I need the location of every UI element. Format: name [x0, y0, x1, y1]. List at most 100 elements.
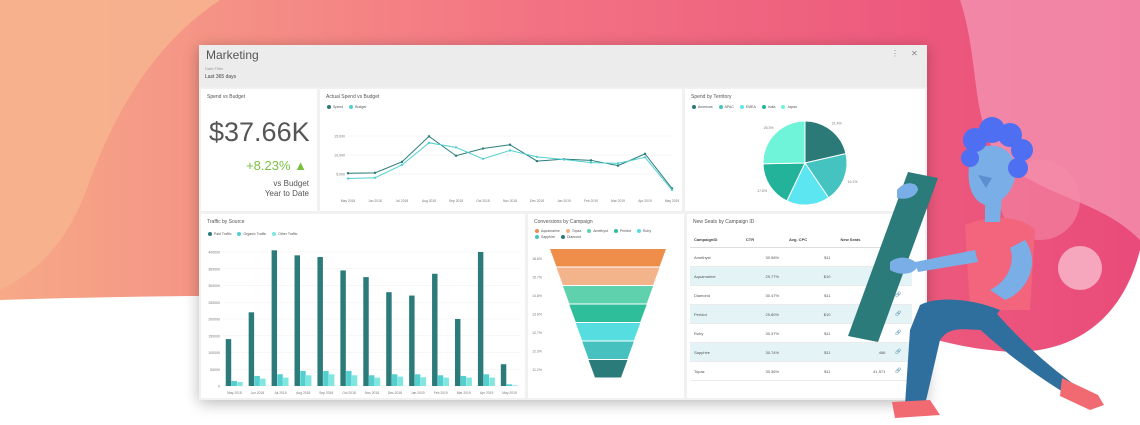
- territory-card: Spend by Territory Americas APAC EMEA In…: [685, 89, 925, 211]
- column-header-campaignid[interactable]: CampaignID: [690, 232, 742, 248]
- column-header-new-seats[interactable]: New Seats: [836, 232, 892, 248]
- data-point: [400, 163, 404, 167]
- card-title: Spend by Territory: [691, 94, 732, 100]
- table-row[interactable]: Topaz 30.36% $11 41,571 🔗: [690, 361, 912, 381]
- x-tick-label: Nov 2018: [503, 199, 517, 203]
- bar-other-traffic: [283, 377, 289, 386]
- chart-legend: Paid Traffic Organic Traffic Other Traff…: [208, 232, 297, 236]
- bar-paid-traffic: [248, 312, 255, 386]
- cell-seats: 466: [836, 342, 892, 362]
- x-tick-label: Jul 2018: [396, 199, 409, 203]
- cell-cpc: $11: [785, 247, 837, 267]
- data-point: [643, 152, 647, 156]
- cell-seats: 41,571: [836, 361, 892, 381]
- data-point: [616, 162, 620, 165]
- bar-chart: 0 50000 100000 150000 200000 250000 300000 3500…: [208, 250, 521, 395]
- table-row[interactable]: Amethyst 30.98% $11 5 🔗: [690, 247, 912, 267]
- x-tick-label: May 2018: [341, 199, 356, 203]
- funnel-segment: [582, 341, 634, 359]
- x-tick-label: May 2019: [665, 199, 680, 203]
- y-tick-label: 5,000: [336, 173, 345, 177]
- chart-legend: Americas APAC EMEA India Japan: [692, 105, 797, 109]
- link-icon[interactable]: 🔗: [891, 361, 912, 381]
- link-icon[interactable]: 🔗: [891, 247, 912, 267]
- data-point: [373, 176, 377, 179]
- kpi-subtitle: vs Budget Year to Date: [264, 179, 309, 198]
- column-header-ctr[interactable]: CTR: [741, 232, 786, 248]
- bar-paid-traffic: [294, 255, 300, 386]
- seats-card: New Seats by Campaign ID CampaignID CTR …: [687, 214, 925, 398]
- bar-paid-traffic: [363, 277, 369, 386]
- data-point: [373, 171, 377, 175]
- pie-slice: [786, 161, 830, 206]
- x-tick-label: Jul 2018: [274, 391, 287, 395]
- bar-other-traffic: [351, 375, 358, 386]
- bar-organic-traffic: [437, 375, 444, 386]
- slice-label: 19.1%: [848, 180, 858, 184]
- funnel-chart: 18.8% 15.7% 14.8% 13.6% 12.7% 12.3% 11.2%: [532, 249, 666, 378]
- funnel-value-label: 15.7%: [532, 275, 542, 279]
- x-tick-label: Feb 2019: [434, 391, 448, 395]
- bar-other-traffic: [374, 377, 381, 386]
- x-tick-label: Jan 2019: [411, 391, 425, 395]
- funnel-value-label: 14.8%: [532, 294, 542, 298]
- link-icon[interactable]: 🔗: [891, 266, 912, 286]
- seats-table: CampaignID CTR Avg. CPC New Seats Amethy…: [690, 232, 912, 381]
- data-point: [589, 161, 593, 164]
- bar-organic-traffic: [506, 384, 513, 386]
- x-tick-label: Jun 2018: [251, 391, 265, 395]
- link-icon[interactable]: 🔗: [891, 304, 912, 324]
- link-icon[interactable]: 🔗: [891, 323, 912, 343]
- cell-campaign: Aquamarine: [690, 266, 742, 286]
- dashboard-header: Marketing Date Filter Last 365 days ⋮ ✕: [199, 45, 927, 87]
- data-point: [508, 143, 512, 146]
- data-point: [481, 157, 485, 160]
- table-row[interactable]: Peridot 29.80% $10 🔗: [690, 304, 912, 324]
- more-vert-icon[interactable]: ⋮: [891, 49, 899, 58]
- x-tick-label: Oct 2018: [476, 199, 490, 203]
- bar-other-traffic: [305, 375, 312, 386]
- slice-label: 17.6%: [757, 189, 767, 193]
- card-title: New Seats by Campaign ID: [693, 219, 755, 225]
- bar-paid-traffic: [454, 319, 461, 386]
- table-row[interactable]: Ruby 30.37% $11 🔗: [690, 323, 912, 343]
- cell-ctr: 29.77%: [741, 266, 786, 286]
- bar-other-traffic: [489, 377, 495, 386]
- column-header-avg-cpc[interactable]: Avg. CPC: [785, 232, 837, 248]
- cell-cpc: $11: [785, 285, 837, 305]
- funnel-segment: [588, 360, 628, 378]
- data-point: [535, 155, 539, 159]
- close-icon[interactable]: ✕: [911, 49, 918, 58]
- y-tick-label: 0: [218, 385, 220, 389]
- funnel-segment: [562, 286, 654, 304]
- traffic-card: Traffic by Source Paid Traffic Organic T…: [201, 214, 525, 398]
- table-row[interactable]: Sapphire 30.74% $11 466 🔗: [690, 342, 912, 362]
- x-tick-label: Sep 2018: [449, 199, 463, 203]
- link-icon[interactable]: 🔗: [891, 342, 912, 362]
- pie-slice: [804, 152, 848, 199]
- funnel-segment: [569, 304, 647, 322]
- cell-campaign: Sapphire: [690, 342, 742, 362]
- date-filter-label: Date Filter: [205, 66, 224, 71]
- link-icon[interactable]: 🔗: [891, 285, 912, 305]
- bar-other-traffic: [328, 374, 335, 386]
- bar-organic-traffic: [414, 374, 421, 386]
- cell-seats: [836, 304, 892, 324]
- cell-ctr: 30.47%: [741, 285, 786, 305]
- cell-cpc: $11: [785, 342, 837, 362]
- date-filter-dropdown[interactable]: Last 365 days: [205, 74, 237, 80]
- x-tick-label: Aug 2018: [296, 391, 310, 395]
- x-tick-label: Feb 2019: [584, 199, 598, 203]
- table-row[interactable]: Diamond 30.47% $11 🔗: [690, 285, 912, 305]
- y-tick-label: 250000: [208, 301, 220, 305]
- y-tick-label: 50000: [210, 368, 220, 372]
- dashboard-window: Marketing Date Filter Last 365 days ⋮ ✕ …: [199, 45, 927, 400]
- cell-cpc: $11: [785, 361, 837, 381]
- data-point: [670, 188, 674, 192]
- table-row[interactable]: Aquamarine 29.77% $10 🔗: [690, 266, 912, 286]
- y-tick-label: 100000: [208, 351, 220, 355]
- x-tick-label: May 2018: [227, 391, 242, 395]
- bar-other-traffic: [443, 377, 449, 386]
- cell-ctr: 30.74%: [741, 342, 786, 362]
- chart-legend: Spend Budget: [327, 105, 366, 109]
